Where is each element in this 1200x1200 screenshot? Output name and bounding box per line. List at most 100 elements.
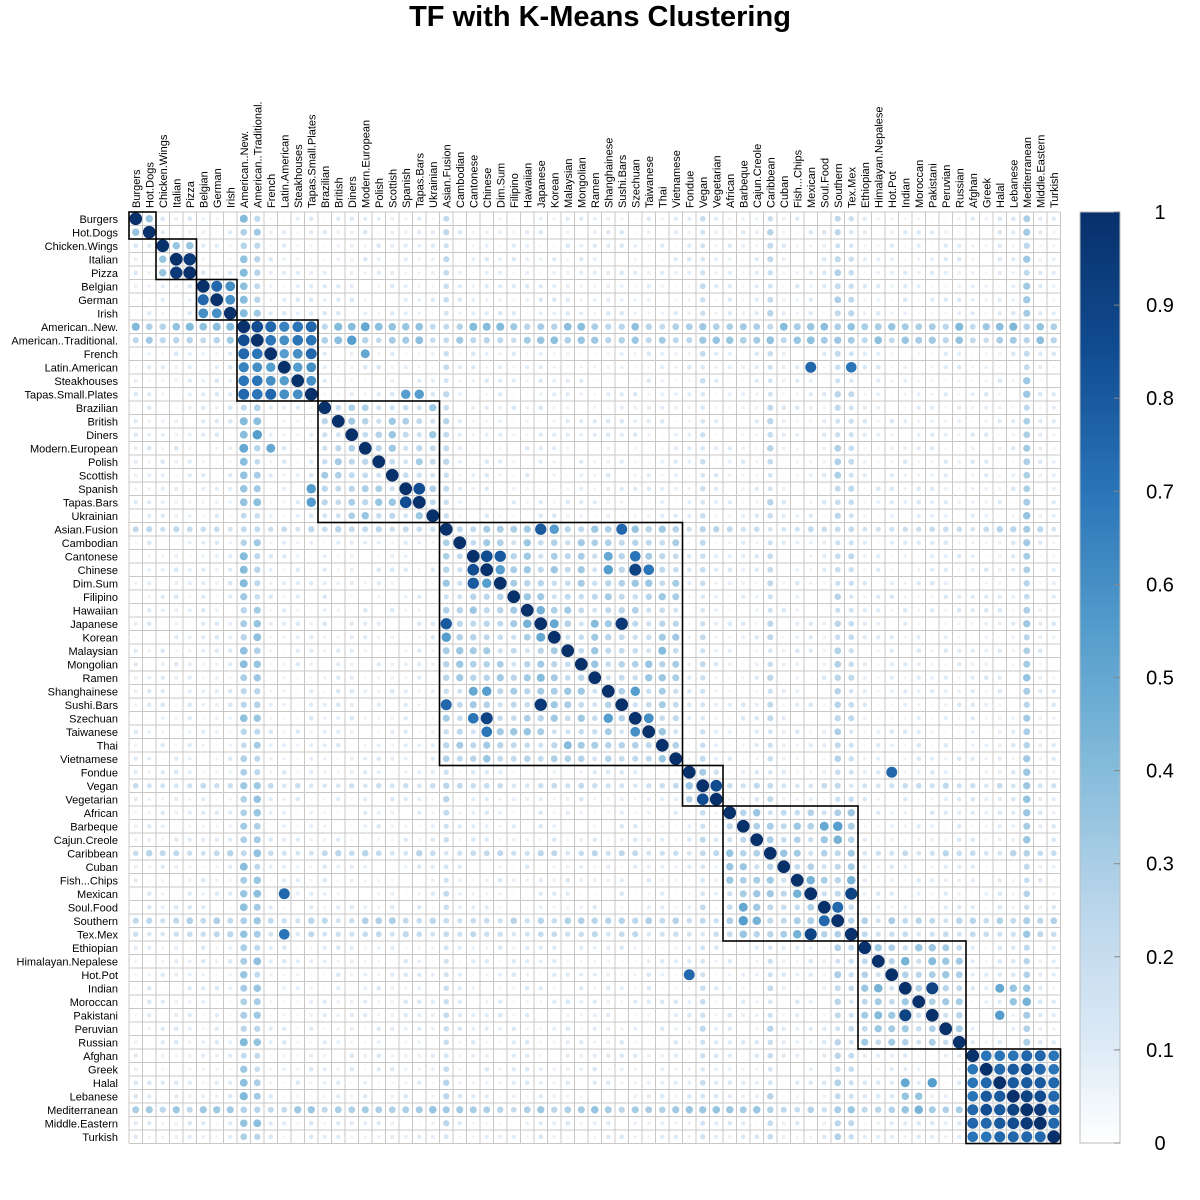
heatmap-cell	[661, 1041, 664, 1044]
heatmap-cell	[588, 671, 602, 685]
heatmap-cell	[592, 230, 597, 235]
heatmap-cell	[742, 690, 745, 693]
heatmap-cell	[579, 298, 583, 302]
heatmap-cell	[510, 620, 518, 628]
heatmap-cell	[456, 674, 464, 682]
heatmap-cell	[334, 458, 342, 466]
heatmap-cell	[645, 917, 653, 925]
heatmap-cell	[510, 674, 517, 681]
heatmap-cell	[714, 1121, 719, 1126]
heatmap-cell	[915, 944, 923, 952]
heatmap-cell	[183, 266, 197, 280]
heatmap-cell	[552, 1026, 557, 1031]
heatmap-cell	[390, 743, 394, 747]
heatmap-cell	[442, 579, 450, 587]
heatmap-cell	[497, 715, 504, 722]
heatmap-cell	[525, 1053, 530, 1058]
heatmap-cell	[376, 1121, 381, 1126]
heatmap-cell	[1038, 1026, 1043, 1031]
heatmap-cell	[592, 1053, 597, 1058]
heatmap-cell	[889, 850, 895, 856]
heatmap-cell	[304, 387, 318, 401]
heatmap-cell	[578, 593, 585, 600]
heatmap-cell	[863, 595, 867, 599]
heatmap-cell	[1051, 351, 1057, 357]
heatmap-cell	[930, 756, 935, 761]
heatmap-cell	[456, 728, 463, 735]
heatmap-cell	[214, 648, 219, 653]
heatmap-cell	[160, 702, 165, 707]
heatmap-cell	[133, 459, 138, 464]
heatmap-cell	[795, 216, 800, 221]
heatmap-cell	[497, 918, 503, 924]
heatmap-cell	[902, 297, 908, 303]
heatmap-cell	[483, 755, 491, 763]
heatmap-cell	[942, 985, 949, 992]
heatmap-cell	[985, 1027, 988, 1030]
heatmap-cell	[350, 1094, 354, 1098]
heatmap-cell	[629, 563, 642, 576]
heatmap-cell	[552, 311, 557, 316]
heatmap-cell	[1038, 216, 1043, 221]
heatmap-cell	[240, 971, 248, 979]
heatmap-cell	[997, 378, 1002, 383]
heatmap-cell	[417, 365, 421, 369]
heatmap-cell	[822, 500, 827, 505]
heatmap-cell	[809, 1040, 813, 1044]
heatmap-cell	[997, 945, 1002, 950]
heatmap-cell	[605, 580, 612, 587]
row-label: Thai	[97, 740, 118, 752]
heatmap-cell	[687, 406, 691, 410]
heatmap-cell	[674, 986, 678, 990]
heatmap-cell	[1011, 837, 1016, 842]
heatmap-cell	[903, 1067, 908, 1072]
heatmap-cell	[699, 336, 707, 344]
heatmap-cell	[659, 580, 666, 587]
heatmap-cell	[714, 891, 719, 896]
heatmap-cell	[578, 526, 585, 533]
heatmap-cell	[700, 270, 706, 276]
heatmap-cell	[1051, 905, 1056, 910]
heatmap-cell	[781, 311, 786, 316]
heatmap-cell	[767, 769, 773, 775]
heatmap-cell	[296, 946, 299, 949]
heatmap-cell	[308, 917, 315, 924]
heatmap-cell	[903, 905, 908, 910]
heatmap-cell	[282, 230, 287, 235]
heatmap-cell	[170, 266, 183, 279]
heatmap-cell	[943, 878, 948, 883]
heatmap-cell	[471, 1013, 476, 1018]
heatmap-cell	[660, 1053, 665, 1058]
heatmap-cell	[579, 892, 583, 896]
heatmap-cell	[1038, 473, 1042, 477]
heatmap-cell	[983, 526, 990, 533]
heatmap-cell	[967, 1104, 979, 1116]
heatmap-cell	[1052, 635, 1056, 639]
heatmap-cell	[200, 337, 207, 344]
heatmap-cell	[415, 512, 423, 520]
heatmap-cell	[917, 568, 921, 572]
heatmap-cell	[525, 365, 530, 370]
heatmap-cell	[728, 770, 732, 774]
heatmap-cell	[755, 959, 759, 963]
heatmap-cell	[728, 230, 732, 234]
heatmap-cell	[822, 351, 827, 356]
heatmap-cell	[525, 878, 529, 882]
heatmap-cell	[187, 891, 192, 896]
heatmap-cell	[1023, 849, 1031, 857]
heatmap-cell	[174, 675, 179, 680]
heatmap-cell	[845, 361, 857, 373]
heatmap-cell	[795, 945, 800, 950]
heatmap-cell	[781, 608, 786, 613]
heatmap-cell	[214, 419, 219, 424]
heatmap-cell	[687, 419, 691, 423]
heatmap-cell	[134, 635, 138, 639]
heatmap-cell	[687, 459, 692, 464]
heatmap-cell	[534, 698, 547, 711]
heatmap-cell	[350, 595, 354, 599]
heatmap-cell	[580, 231, 583, 234]
heatmap-cell	[201, 473, 206, 478]
heatmap-cell	[931, 217, 934, 220]
heatmap-cell	[349, 1067, 354, 1072]
heatmap-cell	[862, 608, 867, 613]
